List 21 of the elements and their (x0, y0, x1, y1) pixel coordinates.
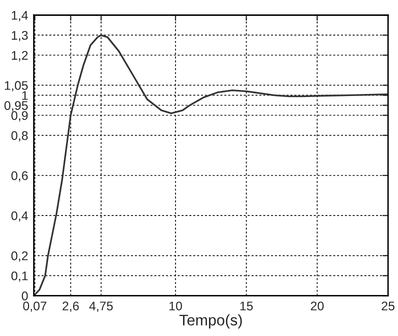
y-tick-label: 0 (22, 291, 28, 300)
y-tick-label: 0,1 (11, 271, 28, 282)
x-tick-label: 2,6 (62, 302, 79, 312)
x-tick-label: 10 (170, 302, 182, 310)
y-tick-label: 1,2 (12, 51, 28, 62)
x-tick-label: 25 (382, 302, 394, 310)
x-tick-label: 20 (310, 302, 324, 310)
y-tick-label: 0,95 (4, 101, 28, 112)
y-tick-label: 1,4 (12, 11, 28, 22)
y-tick-label: 0,9 (11, 111, 28, 122)
x-tick-label: 15 (240, 302, 253, 310)
x-axis-title: Tempo(s) (179, 314, 242, 329)
y-tick-label: 0,6 (11, 171, 28, 182)
x-tick-label: 0,07 (23, 302, 46, 312)
y-tick-label: 1,05 (4, 81, 28, 92)
y-tick-label: 0,8 (11, 131, 28, 142)
y-tick-label: 1 (22, 91, 28, 100)
y-tick-label: 1,3 (12, 30, 28, 42)
y-tick-label: 0,2 (11, 251, 28, 262)
y-tick-label: 0,4 (11, 211, 28, 222)
x-tick-label: 4,75 (89, 302, 113, 312)
